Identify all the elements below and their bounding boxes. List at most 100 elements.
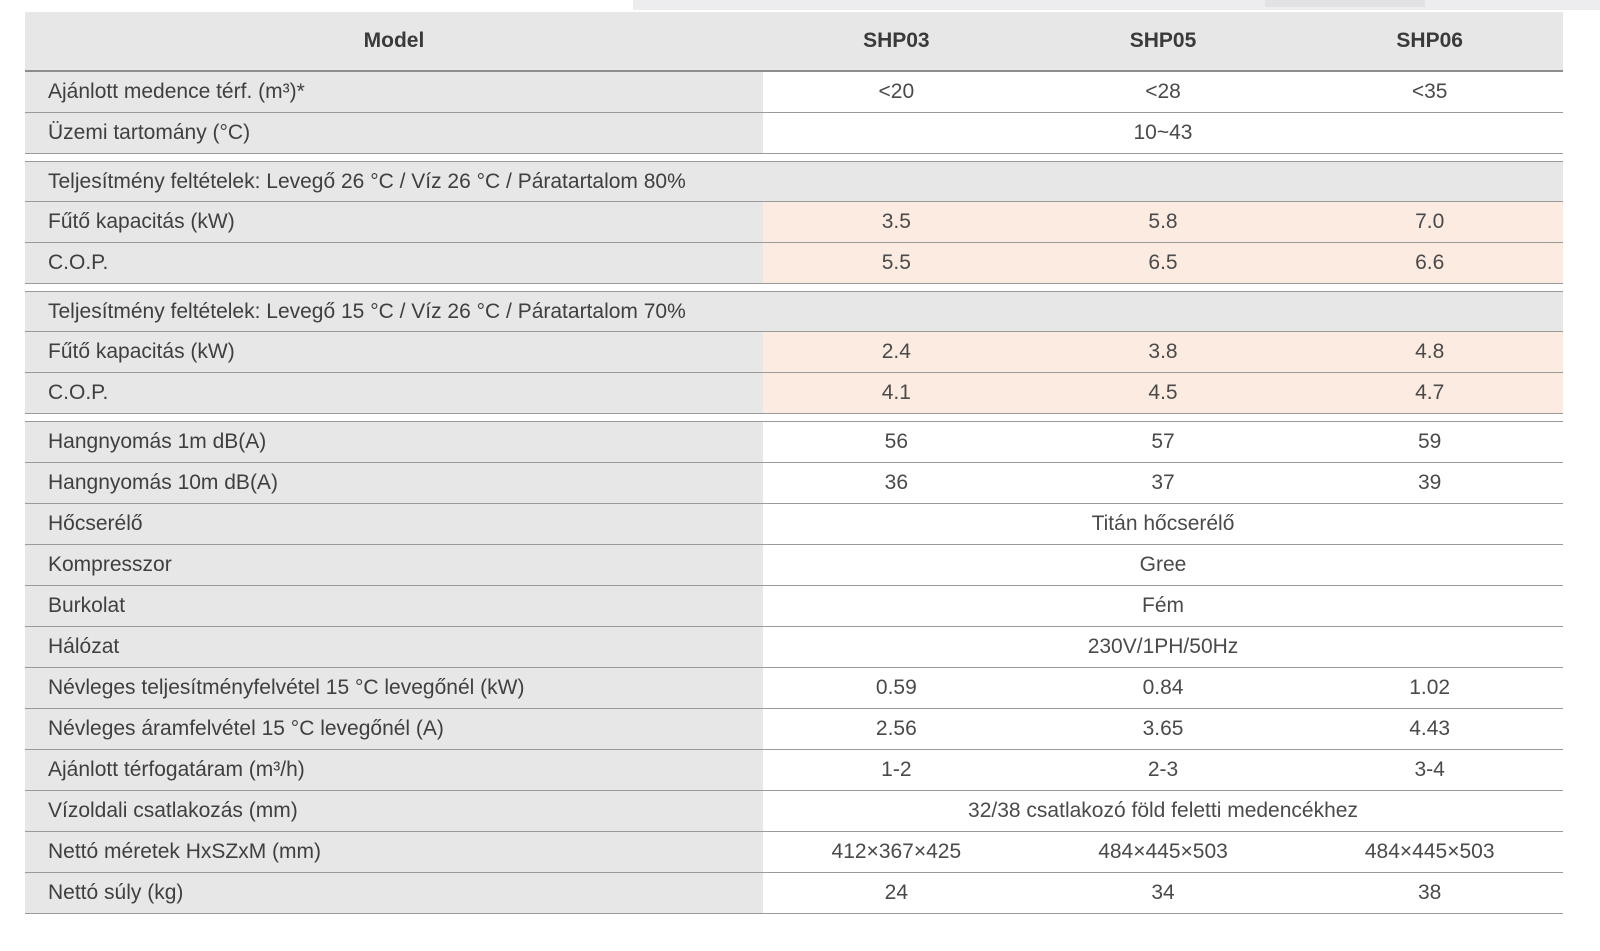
table-row: C.O.P. 4.1 4.5 4.7: [25, 373, 1563, 414]
row-values: 2.56 3.65 4.43: [763, 709, 1563, 749]
row-values: 36 37 39: [763, 463, 1563, 503]
cell-value-shp06: 4.43: [1409, 717, 1451, 740]
cell-value-merged: Fém: [1142, 594, 1184, 617]
cell-value-shp06: 59: [1418, 430, 1442, 453]
cell-value-shp06: 3-4: [1414, 758, 1445, 781]
cell-value-shp03: 36: [884, 471, 909, 494]
row-values: 2.4 3.8 4.8: [763, 332, 1563, 372]
cell-value-shp06: 6.6: [1415, 251, 1445, 274]
table-row: Burkolat Fém: [25, 586, 1563, 627]
cell-value-shp03: 4.1: [881, 381, 911, 404]
row-label: Kompresszor: [25, 545, 763, 585]
row-values: 4.1 4.5 4.7: [763, 373, 1563, 413]
cell-value-shp03: 5.5: [881, 251, 911, 274]
row-values: 230V/1PH/50Hz: [763, 627, 1563, 667]
cell-value-shp05: 57: [1151, 430, 1175, 453]
header-columns: SHP03 SHP05 SHP06: [763, 12, 1563, 70]
header-col-shp03: SHP03: [863, 29, 930, 52]
table-row: Hőcserélő Titán hőcserélő: [25, 504, 1563, 545]
row-values: 5.5 6.5 6.6: [763, 243, 1563, 283]
section-divider-gap: [25, 154, 1563, 162]
row-label: C.O.P.: [25, 243, 763, 283]
row-values: 3.5 5.8 7.0: [763, 202, 1563, 242]
table-header-row: Model SHP03 SHP05 SHP06: [25, 12, 1563, 72]
cell-value-shp05: 4.5: [1148, 381, 1178, 404]
table-row: Fűtő kapacitás (kW) 2.4 3.8 4.8: [25, 332, 1563, 373]
row-label: Nettó méretek HxSZxM (mm): [25, 832, 763, 872]
row-label: Vízoldali csatlakozás (mm): [25, 791, 763, 831]
cell-value-merged: Titán hőcserélő: [1091, 512, 1235, 535]
table-row: Vízoldali csatlakozás (mm) 32/38 csatlako…: [25, 791, 1563, 832]
row-values: 0.59 0.84 1.02: [763, 668, 1563, 708]
cell-value-shp03: <20: [878, 80, 915, 103]
row-label: Burkolat: [25, 586, 763, 626]
cell-value-shp06: 4.7: [1415, 381, 1445, 404]
cell-value-shp03: 0.59: [875, 676, 917, 699]
section-divider-gap: [25, 284, 1563, 292]
cell-value-shp05: 6.5: [1148, 251, 1178, 274]
row-label: Hangnyomás 10m dB(A): [25, 463, 763, 503]
row-label: C.O.P.: [25, 373, 763, 413]
header-col-shp06: SHP06: [1396, 29, 1463, 52]
header-col-shp05: SHP05: [1129, 29, 1197, 52]
row-label: Névleges áramfelvétel 15 °C levegőnél (A…: [25, 709, 763, 749]
cell-value-shp06: <35: [1411, 80, 1448, 103]
cell-value-shp05: 484×445×503: [1098, 840, 1228, 863]
row-values: 24 34 38: [763, 873, 1563, 913]
cell-value-merged: 10~43: [1133, 121, 1193, 144]
row-values: 1-2 2-3 3-4: [763, 750, 1563, 790]
row-values: 10~43: [763, 113, 1563, 153]
cell-value-shp06: 484×445×503: [1364, 840, 1495, 863]
cell-value-shp03: 24: [884, 881, 909, 904]
row-label: Fűtő kapacitás (kW): [25, 332, 763, 372]
table-row: Hálózat 230V/1PH/50Hz: [25, 627, 1563, 668]
row-label: Üzemi tartomány (°C): [25, 113, 763, 153]
table-row: Fűtő kapacitás (kW) 3.5 5.8 7.0: [25, 202, 1563, 243]
cell-value-shp06: 1.02: [1409, 676, 1451, 699]
cell-value-shp05: 2-3: [1147, 758, 1179, 781]
table-row: Névleges áramfelvétel 15 °C levegőnél (A…: [25, 709, 1563, 750]
top-strip: [633, 0, 1600, 10]
row-values: Gree: [763, 545, 1563, 585]
section-header-label: Teljesítmény feltételek: Levegő 15 °C / …: [25, 292, 1563, 331]
cell-value-shp05: 5.8: [1148, 210, 1178, 233]
row-label: Hangnyomás 1m dB(A): [25, 422, 763, 462]
cell-value-shp03: 2.4: [881, 340, 911, 363]
row-label: Nettó súly (kg): [25, 873, 763, 913]
spec-table: Model SHP03 SHP05 SHP06 Ajánlott medence…: [25, 12, 1563, 914]
spec-table-body: Ajánlott medence térf. (m³)* <20 <28 <35 Üze…: [25, 72, 1563, 914]
cell-value-shp05: 3.8: [1148, 340, 1178, 363]
table-row: Hangnyomás 10m dB(A) 36 37 39: [25, 463, 1563, 504]
section-divider-gap: [25, 414, 1563, 422]
row-label: Ajánlott medence térf. (m³)*: [25, 72, 763, 112]
cell-value-shp03: 56: [884, 430, 909, 453]
cell-value-merged: Gree: [1139, 553, 1187, 576]
row-label: Fűtő kapacitás (kW): [25, 202, 763, 242]
section-header-label: Teljesítmény feltételek: Levegő 26 °C / …: [25, 162, 1563, 201]
table-row: Nettó méretek HxSZxM (mm) 412×367×425 484×…: [25, 832, 1563, 873]
row-values: 56 57 59: [763, 422, 1563, 462]
cell-value-shp06: 4.8: [1415, 340, 1445, 363]
table-row: C.O.P. 5.5 6.5 6.6: [25, 243, 1563, 284]
cell-value-shp06: 39: [1418, 471, 1442, 494]
table-row: Ajánlott térfogatáram (m³/h) 1-2 2-3 3-4: [25, 750, 1563, 791]
header-model-label: Model: [25, 12, 763, 70]
row-values: Fém: [763, 586, 1563, 626]
row-label: Ajánlott térfogatáram (m³/h): [25, 750, 763, 790]
row-label: Hőcserélő: [25, 504, 763, 544]
row-values: 32/38 csatlakozó föld feletti medencékhe…: [763, 791, 1563, 831]
row-values: 412×367×425 484×445×503 484×445×503: [763, 832, 1563, 872]
cell-value-shp03: 1-2: [881, 758, 912, 781]
row-label: Névleges teljesítményfelvétel 15 °C leve…: [25, 668, 763, 708]
table-row: Üzemi tartomány (°C) 10~43: [25, 113, 1563, 154]
table-row: Hangnyomás 1m dB(A) 56 57 59: [25, 422, 1563, 463]
row-values: Titán hőcserélő: [763, 504, 1563, 544]
cell-value-shp05: <28: [1145, 80, 1181, 103]
table-row: Ajánlott medence térf. (m³)* <20 <28 <35: [25, 72, 1563, 113]
cell-value-shp03: 2.56: [875, 717, 917, 740]
cell-value-shp03: 3.5: [881, 210, 911, 233]
table-row: Névleges teljesítményfelvétel 15 °C leve…: [25, 668, 1563, 709]
cell-value-shp05: 0.84: [1142, 676, 1184, 699]
cell-value-shp05: 3.65: [1142, 717, 1184, 740]
table-row: Nettó súly (kg) 24 34 38: [25, 873, 1563, 914]
